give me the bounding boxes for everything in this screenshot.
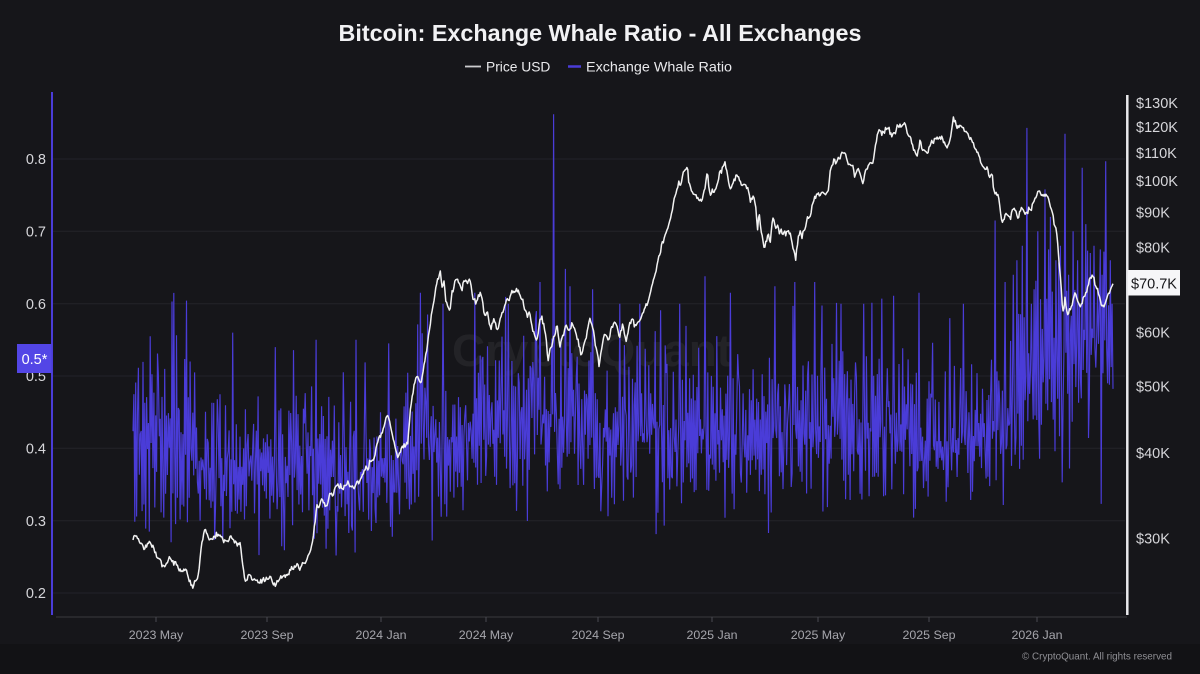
svg-text:0.4: 0.4 xyxy=(26,442,46,458)
svg-text:$120K: $120K xyxy=(1136,120,1178,136)
svg-text:2024 Sep: 2024 Sep xyxy=(571,628,624,642)
svg-text:$50K: $50K xyxy=(1136,380,1170,396)
svg-text:0.7: 0.7 xyxy=(26,225,46,241)
svg-text:$110K: $110K xyxy=(1136,146,1177,162)
svg-text:2024 Jan: 2024 Jan xyxy=(356,628,407,642)
svg-text:2023 May: 2023 May xyxy=(129,628,184,642)
svg-text:0.8: 0.8 xyxy=(26,152,46,168)
svg-text:0.2: 0.2 xyxy=(26,586,46,602)
svg-text:2025 May: 2025 May xyxy=(791,628,846,642)
svg-text:$80K: $80K xyxy=(1136,240,1170,256)
svg-text:Bitcoin: Exchange Whale Ratio: Bitcoin: Exchange Whale Ratio - All Exch… xyxy=(339,20,862,46)
svg-text:0.6: 0.6 xyxy=(26,297,46,313)
svg-text:© CryptoQuant. All rights rese: © CryptoQuant. All rights reserved xyxy=(1022,651,1172,663)
svg-text:2025 Sep: 2025 Sep xyxy=(902,628,955,642)
svg-text:0.5: 0.5 xyxy=(26,369,46,385)
svg-text:2024 May: 2024 May xyxy=(459,628,514,642)
svg-text:0.3: 0.3 xyxy=(26,514,46,530)
svg-text:$100K: $100K xyxy=(1136,174,1178,190)
svg-text:$30K: $30K xyxy=(1136,531,1170,547)
svg-text:$60K: $60K xyxy=(1136,326,1170,342)
svg-text:$70.7K: $70.7K xyxy=(1131,277,1177,293)
svg-text:2025 Jan: 2025 Jan xyxy=(687,628,738,642)
svg-text:$130K: $130K xyxy=(1136,96,1178,112)
svg-text:2026 Jan: 2026 Jan xyxy=(1012,628,1063,642)
svg-text:0.5*: 0.5* xyxy=(22,352,48,368)
svg-text:$90K: $90K xyxy=(1136,205,1170,221)
svg-text:$40K: $40K xyxy=(1136,446,1170,462)
svg-text:Exchange Whale Ratio: Exchange Whale Ratio xyxy=(586,59,732,74)
svg-text:2023 Sep: 2023 Sep xyxy=(240,628,293,642)
svg-text:Price USD: Price USD xyxy=(486,59,550,74)
